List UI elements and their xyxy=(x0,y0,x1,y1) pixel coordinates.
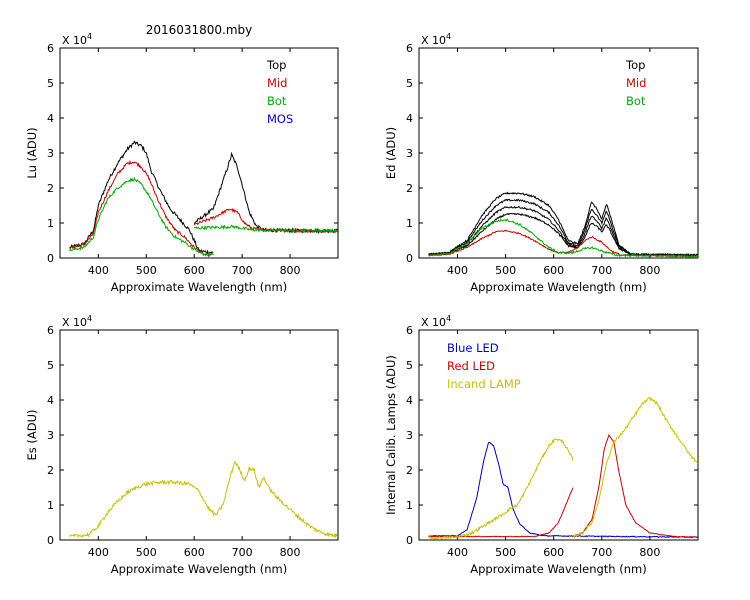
series-line-bot xyxy=(193,224,338,234)
y-tick-label: 4 xyxy=(406,112,413,125)
x-tick-label: 400 xyxy=(88,264,109,277)
series-line-red-led xyxy=(572,433,698,539)
series-group xyxy=(428,397,698,540)
legend-entry: Blue LED xyxy=(447,341,499,355)
y-tick-label: 5 xyxy=(406,359,413,372)
series-line-top xyxy=(428,205,698,257)
y-tick-label: 4 xyxy=(406,394,413,407)
y-tick-label: 3 xyxy=(47,429,54,442)
legend-entry: Bot xyxy=(267,94,287,108)
y-exponent-label: X 104 xyxy=(421,32,451,47)
y-exponent-label: X 104 xyxy=(62,32,92,47)
legend-entry: Top xyxy=(266,58,286,72)
y-axis-label: Es (ADU) xyxy=(25,409,39,460)
x-tick-label: 500 xyxy=(495,546,516,559)
x-tick-label: 800 xyxy=(639,546,660,559)
y-tick-label: 5 xyxy=(47,77,54,90)
chart-panel-3: 0 1 2 3 4 5 6 400 500 600 700 800 X 104 Approximate W… xyxy=(25,314,339,576)
x-tick-label: 600 xyxy=(543,546,564,559)
plot-frame xyxy=(59,47,339,259)
y-tick-label: 4 xyxy=(47,394,54,407)
y-tick-label: 6 xyxy=(406,42,413,55)
y-tick-label: 3 xyxy=(406,429,413,442)
x-tick-label: 700 xyxy=(591,264,612,277)
y-tick-label: 1 xyxy=(406,499,413,512)
y-exponent-label: X 104 xyxy=(62,314,92,329)
x-tick-label: 400 xyxy=(88,546,109,559)
y-tick-label: 1 xyxy=(406,217,413,230)
series-line-mid xyxy=(69,159,214,258)
x-tick-label: 700 xyxy=(232,546,253,559)
chart-panel-2: 0 1 2 3 4 5 6 400 500 600 700 800 X 104 Approximate W… xyxy=(384,32,699,294)
figure-title: 2016031800.mby xyxy=(146,23,253,37)
series-line-bot xyxy=(428,218,698,258)
y-tick-label: 5 xyxy=(406,77,413,90)
series-line-top xyxy=(428,198,698,257)
y-tick-label: 3 xyxy=(47,147,54,160)
y-tick-label: 0 xyxy=(406,252,413,265)
legend-entry: Mid xyxy=(626,76,646,90)
x-tick-label: 600 xyxy=(543,264,564,277)
x-tick-label: 700 xyxy=(232,264,253,277)
y-axis-label: Internal Calib. Lamps (ADU) xyxy=(384,355,398,515)
legend-entry: Top xyxy=(625,58,645,72)
legend-entry: MOS xyxy=(267,112,293,126)
y-tick-label: 4 xyxy=(47,112,54,125)
chart-panel-4: 0 1 2 3 4 5 6 400 500 600 700 800 X 104 Approximate W… xyxy=(384,314,699,576)
series-group xyxy=(69,460,338,539)
series-line-top xyxy=(193,151,338,235)
y-tick-label: 6 xyxy=(47,42,54,55)
y-axis-label: Lu (ADU) xyxy=(25,127,39,178)
series-line-es xyxy=(69,460,338,539)
x-tick-label: 500 xyxy=(136,546,157,559)
legend-entry: Mid xyxy=(267,76,287,90)
y-tick-label: 2 xyxy=(47,464,54,477)
x-tick-label: 800 xyxy=(280,546,301,559)
y-tick-label: 6 xyxy=(406,324,413,337)
plot-frame xyxy=(59,329,339,541)
x-axis-label: Approximate Wavelength (nm) xyxy=(470,562,646,576)
series-group xyxy=(428,191,698,258)
legend-entry: Incand LAMP xyxy=(447,377,521,391)
y-axis-label: Ed (ADU) xyxy=(384,127,398,179)
series-line-top xyxy=(428,212,698,257)
y-tick-label: 2 xyxy=(47,182,54,195)
y-tick-label: 2 xyxy=(406,464,413,477)
x-axis-label: Approximate Wavelength (nm) xyxy=(111,280,287,294)
series-group xyxy=(69,140,338,258)
plot-frame xyxy=(418,47,699,259)
series-line-incand-lamp xyxy=(428,437,574,540)
x-tick-label: 800 xyxy=(280,264,301,277)
y-tick-label: 2 xyxy=(406,182,413,195)
y-tick-label: 0 xyxy=(47,252,54,265)
chart-panel-1: 0 1 2 3 4 5 6 400 500 600 700 800 X 104 Approximate W… xyxy=(25,32,339,294)
legend-entry: Red LED xyxy=(447,359,495,373)
series-line-top xyxy=(69,140,214,255)
y-tick-label: 1 xyxy=(47,499,54,512)
x-tick-label: 700 xyxy=(591,546,612,559)
x-axis-label: Approximate Wavelength (nm) xyxy=(111,562,287,576)
x-tick-label: 600 xyxy=(184,264,205,277)
x-tick-label: 500 xyxy=(495,264,516,277)
legend-entry: Bot xyxy=(626,94,646,108)
y-tick-label: 5 xyxy=(47,359,54,372)
x-tick-label: 800 xyxy=(639,264,660,277)
y-tick-label: 3 xyxy=(406,147,413,160)
series-line-red-led xyxy=(428,487,574,538)
series-line-blue-led xyxy=(428,441,698,539)
x-axis-label: Approximate Wavelength (nm) xyxy=(470,280,646,294)
x-tick-label: 500 xyxy=(136,264,157,277)
x-tick-label: 600 xyxy=(184,546,205,559)
series-line-bot xyxy=(69,176,214,257)
x-tick-label: 400 xyxy=(447,264,468,277)
y-tick-label: 0 xyxy=(406,534,413,547)
y-tick-label: 6 xyxy=(47,324,54,337)
y-tick-label: 1 xyxy=(47,217,54,230)
series-line-incand-lamp xyxy=(572,397,698,539)
y-tick-label: 0 xyxy=(47,534,54,547)
x-tick-label: 400 xyxy=(447,546,468,559)
y-exponent-label: X 104 xyxy=(421,314,451,329)
